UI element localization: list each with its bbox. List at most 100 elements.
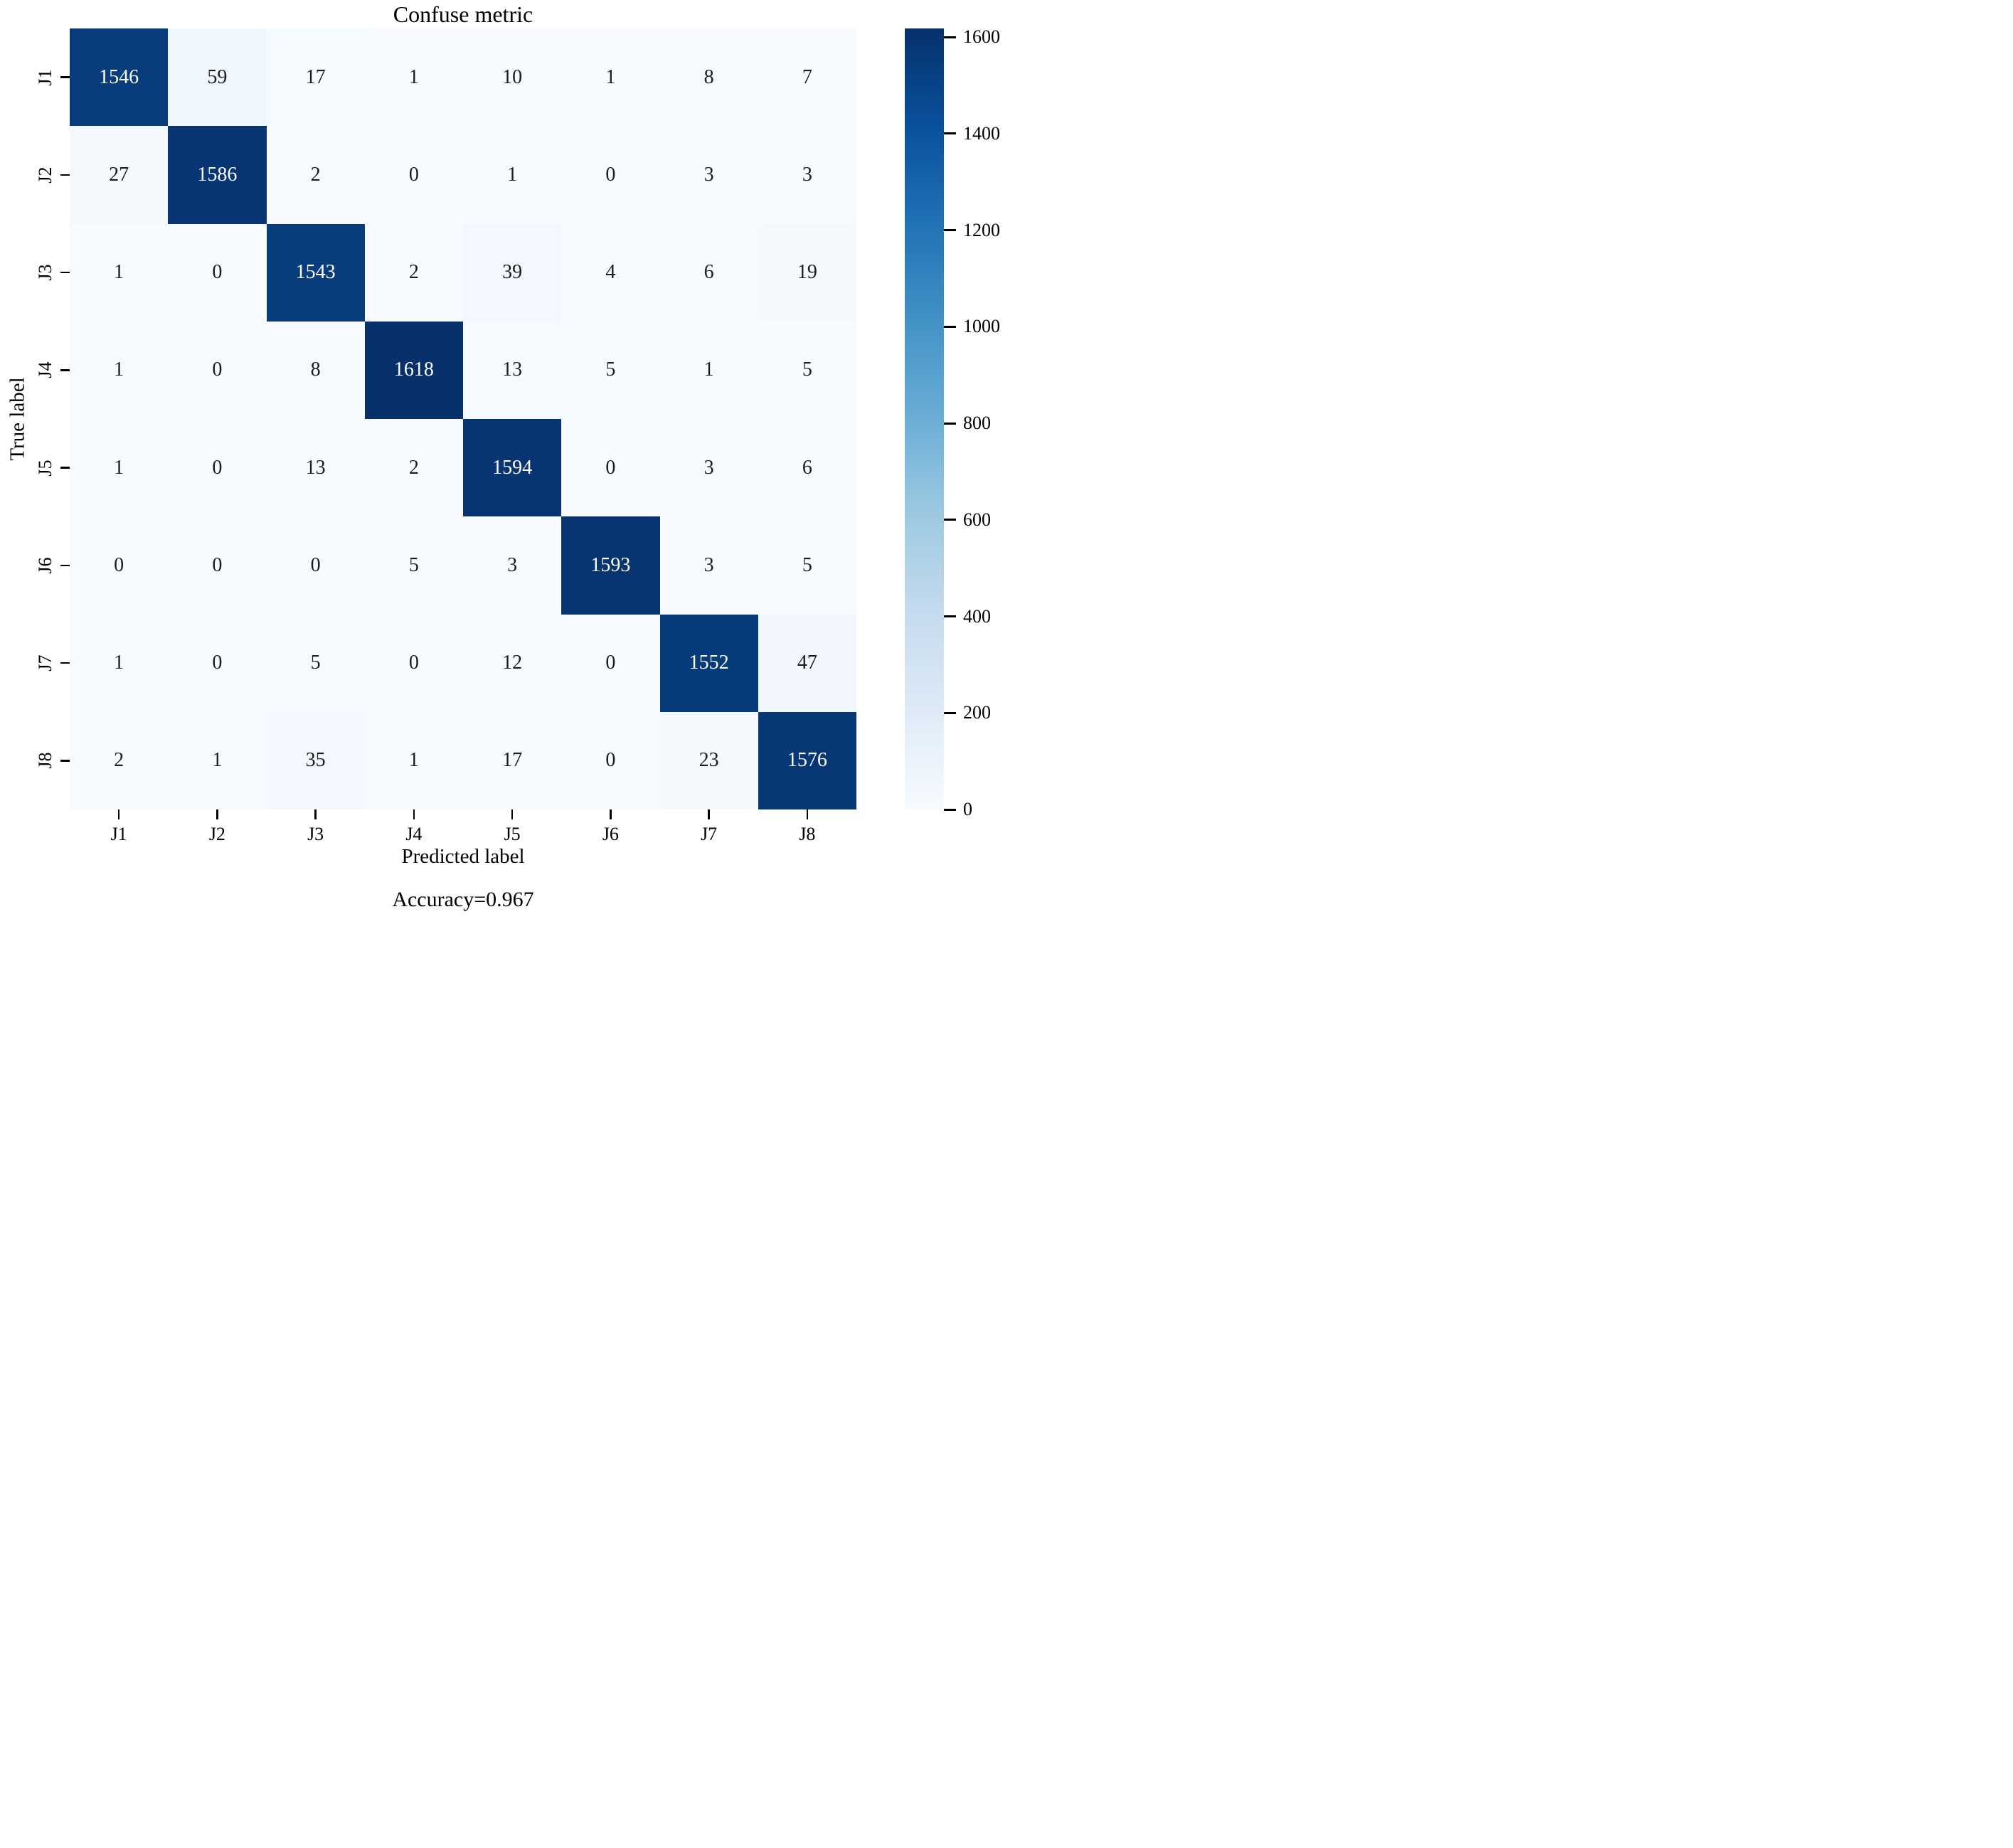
- heatmap-cell-r5-c8: 6: [758, 419, 856, 517]
- y-tick-mark: [60, 662, 70, 664]
- colorbar-tick-mark: [944, 132, 956, 135]
- y-tick-label: J4: [35, 361, 55, 378]
- heatmap-cell-r3-c8: 19: [758, 223, 856, 322]
- x-tick-label: J4: [405, 824, 423, 844]
- heatmap-cell-r5-c5: 1594: [463, 419, 562, 517]
- heatmap-cell-r4-c7: 1: [659, 321, 758, 419]
- colorbar-tick-label: 1000: [963, 316, 1000, 337]
- x-tick-label: J8: [799, 824, 816, 844]
- x-tick-mark: [216, 809, 218, 819]
- heatmap-cell-r8-c6: 0: [561, 711, 660, 809]
- heatmap-cell-r2-c5: 1: [463, 126, 562, 224]
- x-tick-mark: [413, 809, 415, 819]
- heatmap-cell-r4-c8: 5: [758, 321, 856, 419]
- heatmap-cell-r5-c6: 0: [561, 419, 660, 517]
- heatmap-cell-r4-c2: 0: [168, 321, 267, 419]
- heatmap-cell-r7-c3: 5: [266, 614, 365, 712]
- heatmap-cell-r3-c6: 4: [561, 223, 660, 322]
- heatmap-cell-r3-c5: 39: [463, 223, 562, 322]
- heatmap-cell-r4-c3: 8: [266, 321, 365, 419]
- y-tick-mark: [60, 174, 70, 176]
- heatmap-cell-r8-c3: 35: [266, 711, 365, 809]
- heatmap-cell-r7-c6: 0: [561, 614, 660, 712]
- heatmap-cell-r8-c5: 17: [463, 711, 562, 809]
- heatmap-cell-r5-c3: 13: [266, 419, 365, 517]
- y-tick-label: J6: [35, 557, 55, 574]
- colorbar-tick-mark: [944, 519, 956, 521]
- y-tick-label: J7: [35, 654, 55, 671]
- y-tick-mark: [60, 467, 70, 469]
- y-tick-label: J3: [35, 264, 55, 281]
- x-tick-label: J3: [307, 824, 324, 844]
- colorbar-tick-mark: [944, 229, 956, 232]
- confusion-matrix-figure: Confuse metric True label 1546 59 17 1 10 1 8 7…: [0, 0, 1006, 924]
- x-tick-mark: [511, 809, 514, 819]
- heatmap-cell-r2-c2: 1586: [168, 126, 267, 224]
- heatmap-cell-r7-c2: 0: [168, 614, 267, 712]
- heatmap-cell-r3-c1: 1: [70, 223, 169, 322]
- heatmap-cell-r2-c6: 0: [561, 126, 660, 224]
- heatmap-cell-r6-c4: 5: [364, 516, 463, 615]
- heatmap-cell-r3-c7: 6: [659, 223, 758, 322]
- heatmap-cell-r1-c6: 1: [561, 28, 660, 127]
- heatmap-cell-r6-c2: 0: [168, 516, 267, 615]
- colorbar-tick-label: 1200: [963, 219, 1000, 240]
- heatmap-cell-r8-c4: 1: [364, 711, 463, 809]
- x-tick-label: J7: [701, 824, 718, 844]
- x-tick-mark: [708, 809, 710, 819]
- heatmap-cell-r7-c1: 1: [70, 614, 169, 712]
- heatmap-cell-r6-c6: 1593: [561, 516, 660, 615]
- y-tick-mark: [60, 564, 70, 567]
- heatmap-cell-r5-c2: 0: [168, 419, 267, 517]
- y-tick-label: J5: [35, 460, 55, 477]
- colorbar-tick-label: 600: [963, 509, 991, 530]
- x-tick-label: J6: [602, 824, 619, 844]
- colorbar-tick-label: 200: [963, 702, 991, 723]
- heatmap-cell-r8-c1: 2: [70, 711, 169, 809]
- heatmap-cell-r8-c2: 1: [168, 711, 267, 809]
- heatmap-cell-r7-c5: 12: [463, 614, 562, 712]
- heatmap-cell-r1-c2: 59: [168, 28, 267, 127]
- heatmap-cell-r4-c1: 1: [70, 321, 169, 419]
- heatmap-cell-r7-c4: 0: [364, 614, 463, 712]
- colorbar-tick-mark: [944, 422, 956, 425]
- heatmap-cell-r1-c3: 17: [266, 28, 365, 127]
- heatmap-grid: 1546 59 17 1 10 1 8 7 27 1586 2 0 1 0 3 3 1 0 1543 2 39 4 6 19 1…: [70, 28, 856, 809]
- heatmap-cell-r4-c5: 13: [463, 321, 562, 419]
- y-tick-mark: [60, 369, 70, 371]
- heatmap-cell-r3-c4: 2: [364, 223, 463, 322]
- colorbar-tick-label: 800: [963, 413, 991, 434]
- x-tick-label: J2: [208, 824, 225, 844]
- heatmap-cell-r4-c6: 5: [561, 321, 660, 419]
- y-tick-label: J8: [35, 752, 55, 769]
- x-tick-label: J1: [110, 824, 127, 844]
- colorbar-tick-label: 400: [963, 605, 991, 627]
- colorbar-tick-mark: [944, 711, 956, 714]
- heatmap-cell-r1-c7: 8: [659, 28, 758, 127]
- heatmap-cell-r6-c5: 3: [463, 516, 562, 615]
- heatmap-cell-r8-c8: 1576: [758, 711, 856, 809]
- y-tick-mark: [60, 760, 70, 762]
- x-tick-mark: [806, 809, 809, 819]
- heatmap-cell-r5-c1: 1: [70, 419, 169, 517]
- heatmap-cell-r1-c8: 7: [758, 28, 856, 127]
- colorbar-tick-label: 1600: [963, 26, 1000, 48]
- heatmap-cell-r8-c7: 23: [659, 711, 758, 809]
- heatmap-cell-r2-c1: 27: [70, 126, 169, 224]
- x-tick-label: J5: [504, 824, 521, 844]
- x-tick-mark: [610, 809, 612, 819]
- accuracy-annotation: Accuracy=0.967: [392, 888, 534, 911]
- heatmap-cell-r5-c7: 3: [659, 419, 758, 517]
- heatmap-cell-r5-c4: 2: [364, 419, 463, 517]
- colorbar-tick-mark: [944, 325, 956, 328]
- colorbar-tick-mark: [944, 808, 956, 811]
- x-tick-mark: [117, 809, 120, 819]
- heatmap-cell-r3-c2: 0: [168, 223, 267, 322]
- heatmap-cell-r2-c7: 3: [659, 126, 758, 224]
- heatmap-cell-r2-c8: 3: [758, 126, 856, 224]
- heatmap-cell-r2-c4: 0: [364, 126, 463, 224]
- colorbar-tick-mark: [944, 615, 956, 618]
- colorbar-gradient: [905, 28, 944, 809]
- y-tick-mark: [60, 271, 70, 274]
- chart-title: Confuse metric: [393, 1, 533, 27]
